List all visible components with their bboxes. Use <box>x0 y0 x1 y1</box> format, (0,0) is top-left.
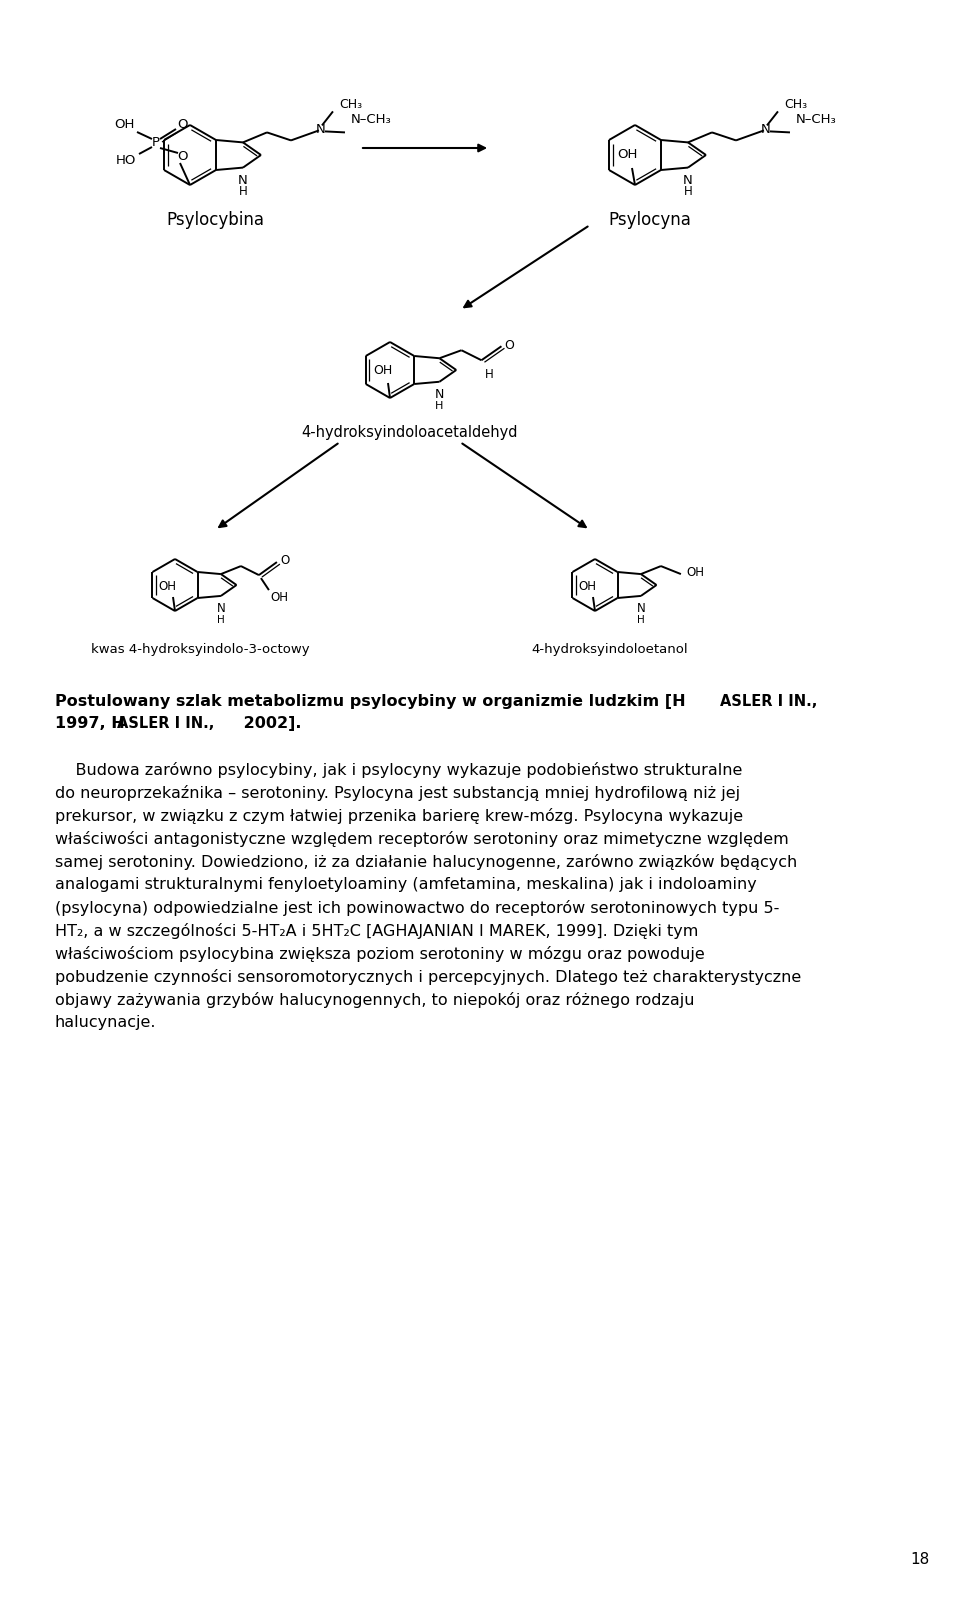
Text: N: N <box>435 388 444 401</box>
Text: Budowa zarówno psylocybiny, jak i psylocyny wykazuje podobieństwo strukturalne: Budowa zarówno psylocybiny, jak i psyloc… <box>55 762 742 778</box>
Text: N: N <box>684 175 693 188</box>
Text: pobudzenie czynności sensoromotorycznych i percepcyjnych. Dlatego też charaktery: pobudzenie czynności sensoromotorycznych… <box>55 969 802 985</box>
Text: O: O <box>178 151 188 164</box>
Text: Postulowany szlak metabolizmu psylocybiny w organizmie ludzkim [H: Postulowany szlak metabolizmu psylocybin… <box>55 695 685 709</box>
Text: OH: OH <box>373 364 393 377</box>
Text: samej serotoniny. Dowiedziono, iż za działanie halucynogenne, zarówno związków b: samej serotoniny. Dowiedziono, iż za dzi… <box>55 853 797 869</box>
Text: N: N <box>217 603 226 616</box>
Text: analogami strukturalnymi fenyloetyloaminy (amfetamina, meskalina) jak i indoloam: analogami strukturalnymi fenyloetyloamin… <box>55 877 756 892</box>
Text: CH₃: CH₃ <box>340 98 363 111</box>
Text: 18: 18 <box>910 1553 929 1567</box>
Text: OH: OH <box>685 566 704 579</box>
Text: OH: OH <box>578 579 596 592</box>
Text: O: O <box>280 553 290 566</box>
Text: O: O <box>177 119 187 132</box>
Text: OH: OH <box>270 590 288 603</box>
Text: N–CH₃: N–CH₃ <box>796 112 837 125</box>
Text: H: H <box>239 184 248 199</box>
Text: H: H <box>435 401 444 411</box>
Text: właściwościom psylocybina zwiększa poziom serotoniny w mózgu oraz powoduje: właściwościom psylocybina zwiększa pozio… <box>55 946 705 962</box>
Text: Psylocybina: Psylocybina <box>166 212 264 229</box>
Text: 4-hydroksyindoloacetaldehyd: 4-hydroksyindoloacetaldehyd <box>301 425 518 439</box>
Text: N: N <box>316 124 325 136</box>
Text: H: H <box>637 614 645 626</box>
Text: halucynacje.: halucynacje. <box>55 1015 156 1030</box>
Text: OH: OH <box>114 119 134 132</box>
Text: O: O <box>505 338 515 351</box>
Text: N–CH₃: N–CH₃ <box>351 112 392 125</box>
Text: Psylocyna: Psylocyna <box>609 212 691 229</box>
Text: ASLER I IN.,: ASLER I IN., <box>117 715 214 731</box>
Text: OH: OH <box>158 579 176 592</box>
Text: OH: OH <box>617 149 637 162</box>
Text: ASLER I IN.,: ASLER I IN., <box>720 695 817 709</box>
Text: prekursor, w związku z czym łatwiej przenika barierę krew-mózg. Psylocyna wykazu: prekursor, w związku z czym łatwiej prze… <box>55 808 743 824</box>
Text: CH₃: CH₃ <box>784 98 807 111</box>
Text: N: N <box>636 603 645 616</box>
Text: N: N <box>761 124 771 136</box>
Text: H: H <box>485 367 493 380</box>
Text: HT₂, a w szczególności 5-HT₂A i 5HT₂C [AGHAJANIAN I MAREK, 1999]. Dzięki tym: HT₂, a w szczególności 5-HT₂A i 5HT₂C [A… <box>55 922 698 938</box>
Text: objawy zażywania grzybów halucynogennych, to niepokój oraz różnego rodzaju: objawy zażywania grzybów halucynogennych… <box>55 991 694 1007</box>
Text: H: H <box>217 614 225 626</box>
Text: P: P <box>152 136 160 149</box>
Text: 4-hydroksyindoloetanol: 4-hydroksyindoloetanol <box>532 643 688 656</box>
Text: właściwości antagonistyczne względem receptorów serotoniny oraz mimetyczne wzglę: właściwości antagonistyczne względem rec… <box>55 831 789 847</box>
Text: kwas 4-hydroksyindolo-3-octowy: kwas 4-hydroksyindolo-3-octowy <box>90 643 309 656</box>
Text: (psylocyna) odpowiedzialne jest ich powinowactwo do receptorów serotoninowych ty: (psylocyna) odpowiedzialne jest ich powi… <box>55 900 780 916</box>
Text: HO: HO <box>116 154 136 167</box>
Text: N: N <box>238 175 248 188</box>
Text: H: H <box>684 184 692 199</box>
Text: do neuroprzekaźnika – serotoniny. Psylocyna jest substancją mniej hydrofilową ni: do neuroprzekaźnika – serotoniny. Psyloc… <box>55 784 740 800</box>
Text: 1997, H: 1997, H <box>55 715 125 731</box>
Text: 2002].: 2002]. <box>238 715 301 731</box>
